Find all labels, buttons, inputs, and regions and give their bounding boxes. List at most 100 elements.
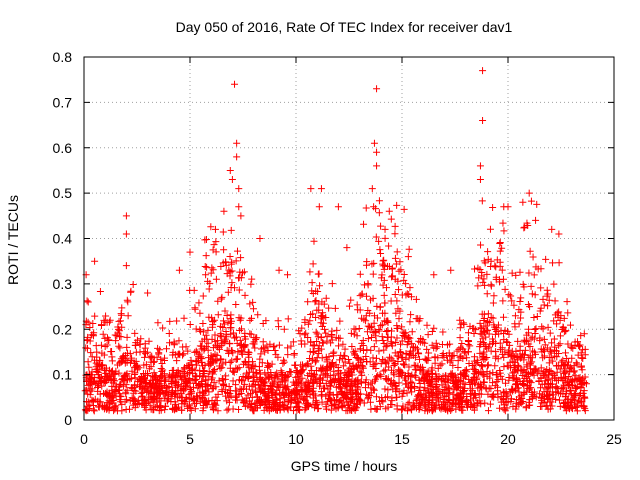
data-point (567, 386, 575, 394)
data-point (496, 278, 504, 286)
data-point (489, 314, 497, 322)
data-point (388, 340, 396, 348)
data-point (535, 377, 543, 385)
data-point (206, 357, 214, 365)
data-point (247, 400, 255, 408)
data-point (398, 353, 406, 361)
data-point (193, 373, 201, 381)
data-point (125, 405, 133, 413)
data-point (576, 341, 584, 349)
data-point (537, 364, 545, 372)
data-point (289, 338, 297, 346)
data-point (223, 311, 231, 319)
outlier-point (476, 176, 484, 184)
data-point (577, 332, 585, 340)
data-point (156, 377, 164, 385)
data-point (111, 385, 119, 393)
data-point (350, 325, 358, 333)
data-point (541, 393, 549, 401)
data-point (328, 336, 336, 344)
data-point (295, 403, 303, 411)
data-point (363, 292, 371, 300)
data-point (388, 394, 396, 402)
data-point (248, 393, 256, 401)
data-point (385, 242, 393, 250)
data-point (580, 393, 588, 401)
data-point (326, 395, 334, 403)
data-point (525, 269, 533, 277)
data-point (498, 344, 506, 352)
data-point (236, 376, 244, 384)
data-point (235, 286, 243, 294)
data-point (212, 275, 220, 283)
data-point (304, 298, 312, 306)
data-point (409, 403, 417, 411)
data-point (539, 295, 547, 303)
data-point (319, 339, 327, 347)
data-point (529, 253, 537, 261)
data-point (199, 292, 207, 300)
data-point (186, 286, 194, 294)
data-point (173, 357, 181, 365)
data-point (444, 378, 452, 386)
data-point (511, 381, 519, 389)
data-point (149, 406, 157, 414)
data-point (369, 362, 377, 370)
data-point (392, 393, 400, 401)
data-point (496, 404, 504, 412)
data-point (254, 311, 262, 319)
data-point (522, 337, 530, 345)
data-point (161, 373, 169, 381)
data-point (327, 332, 335, 340)
data-point (196, 398, 204, 406)
outlier-point (580, 330, 588, 338)
data-point (502, 379, 510, 387)
data-point (538, 348, 546, 356)
data-point (485, 343, 493, 351)
data-point (480, 322, 488, 330)
data-point (577, 390, 585, 398)
data-point (533, 312, 541, 320)
data-point (462, 366, 470, 374)
data-point (297, 367, 305, 375)
data-point (88, 396, 96, 404)
data-point (555, 341, 563, 349)
data-point (208, 335, 216, 343)
data-point (372, 233, 380, 241)
data-point (307, 338, 315, 346)
data-point (356, 270, 364, 278)
data-point (395, 315, 403, 323)
data-point (253, 334, 261, 342)
data-point (216, 322, 224, 330)
outlier-point (373, 148, 381, 156)
data-point (493, 378, 501, 386)
data-point (278, 369, 286, 377)
data-point (299, 396, 307, 404)
data-point (561, 349, 569, 357)
data-point (400, 276, 408, 284)
data-point (212, 238, 220, 246)
data-point (456, 353, 464, 361)
data-point (471, 390, 479, 398)
data-point (550, 335, 558, 343)
data-point (564, 382, 572, 390)
y-tick-label: 0.6 (53, 140, 73, 156)
data-point (344, 356, 352, 364)
data-point (383, 284, 391, 292)
data-point (150, 384, 158, 392)
outlier-point (235, 185, 243, 193)
data-point (393, 297, 401, 305)
data-point (347, 329, 355, 337)
data-point (147, 358, 155, 366)
data-point (364, 280, 372, 288)
data-point (471, 366, 479, 374)
data-point (559, 356, 567, 364)
data-point (548, 380, 556, 388)
data-point (405, 290, 413, 298)
data-point (196, 309, 204, 317)
data-point (421, 372, 429, 380)
data-point (496, 346, 504, 354)
data-point (380, 276, 388, 284)
data-point (281, 390, 289, 398)
data-point (334, 371, 342, 379)
